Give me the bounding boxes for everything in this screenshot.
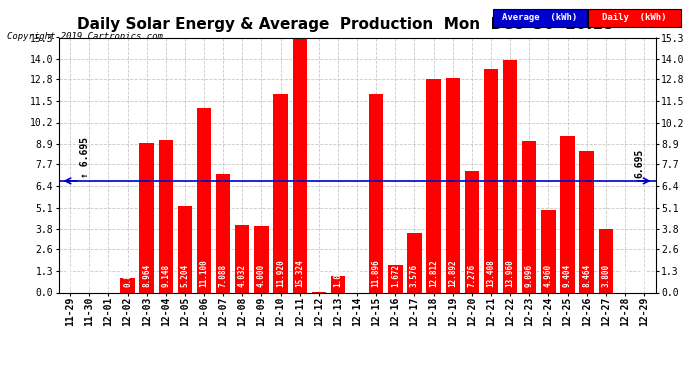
Bar: [464, 171, 479, 292]
Text: 0.004: 0.004: [315, 264, 324, 287]
Bar: [580, 152, 594, 292]
Bar: [331, 276, 345, 292]
Bar: [484, 69, 498, 292]
Bar: [120, 278, 135, 292]
Text: 15.324: 15.324: [295, 260, 304, 287]
Bar: [293, 37, 307, 292]
Bar: [522, 141, 536, 292]
Text: Average  (kWh): Average (kWh): [502, 13, 578, 22]
Bar: [503, 60, 518, 292]
Text: 8.964: 8.964: [142, 264, 151, 287]
Text: 9.148: 9.148: [161, 264, 170, 287]
Bar: [254, 226, 268, 292]
Text: 3.800: 3.800: [601, 264, 610, 287]
Text: 7.088: 7.088: [219, 264, 228, 287]
Bar: [599, 229, 613, 292]
Bar: [426, 79, 441, 292]
Text: 12.812: 12.812: [429, 260, 438, 287]
Bar: [216, 174, 230, 292]
Text: 0.000: 0.000: [85, 264, 94, 287]
Bar: [446, 78, 460, 292]
Text: 4.000: 4.000: [257, 264, 266, 287]
Text: 13.408: 13.408: [486, 260, 495, 287]
Text: 9.096: 9.096: [524, 264, 534, 287]
Bar: [273, 94, 288, 292]
Text: Daily Solar Energy & Average  Production  Mon  Dec  30  16:18: Daily Solar Energy & Average Production …: [77, 17, 613, 32]
Text: 13.960: 13.960: [506, 260, 515, 287]
Text: 4.960: 4.960: [544, 264, 553, 287]
Bar: [235, 225, 250, 292]
Bar: [407, 233, 422, 292]
Text: 0.000: 0.000: [104, 264, 113, 287]
Text: 1.000: 1.000: [333, 264, 342, 287]
Bar: [560, 136, 575, 292]
Text: Daily  (kWh): Daily (kWh): [602, 13, 667, 22]
Text: 0.000: 0.000: [353, 264, 362, 287]
Text: 1.672: 1.672: [391, 264, 400, 287]
Bar: [197, 108, 211, 292]
Text: 6.695: 6.695: [635, 149, 644, 178]
Text: Copyright 2019 Cartronics.com: Copyright 2019 Cartronics.com: [7, 32, 163, 41]
Text: 4.032: 4.032: [238, 264, 247, 287]
Text: 8.464: 8.464: [582, 264, 591, 287]
Text: 11.100: 11.100: [199, 260, 208, 287]
Bar: [388, 265, 402, 292]
Text: 12.892: 12.892: [448, 260, 457, 287]
Text: 7.276: 7.276: [467, 264, 476, 287]
Text: 0.000: 0.000: [66, 264, 75, 287]
Bar: [178, 206, 192, 292]
Text: 5.204: 5.204: [180, 264, 190, 287]
Text: 0.000: 0.000: [620, 264, 629, 287]
Bar: [369, 94, 384, 292]
Text: 11.920: 11.920: [276, 260, 285, 287]
Text: 0.000: 0.000: [640, 264, 649, 287]
Text: 0.888: 0.888: [123, 264, 132, 287]
Text: 3.576: 3.576: [410, 264, 419, 287]
Text: 9.404: 9.404: [563, 264, 572, 287]
Bar: [541, 210, 555, 292]
Text: 11.896: 11.896: [372, 260, 381, 287]
Text: ↑ 6.695: ↑ 6.695: [79, 137, 90, 178]
Bar: [159, 140, 173, 292]
Bar: [139, 143, 154, 292]
